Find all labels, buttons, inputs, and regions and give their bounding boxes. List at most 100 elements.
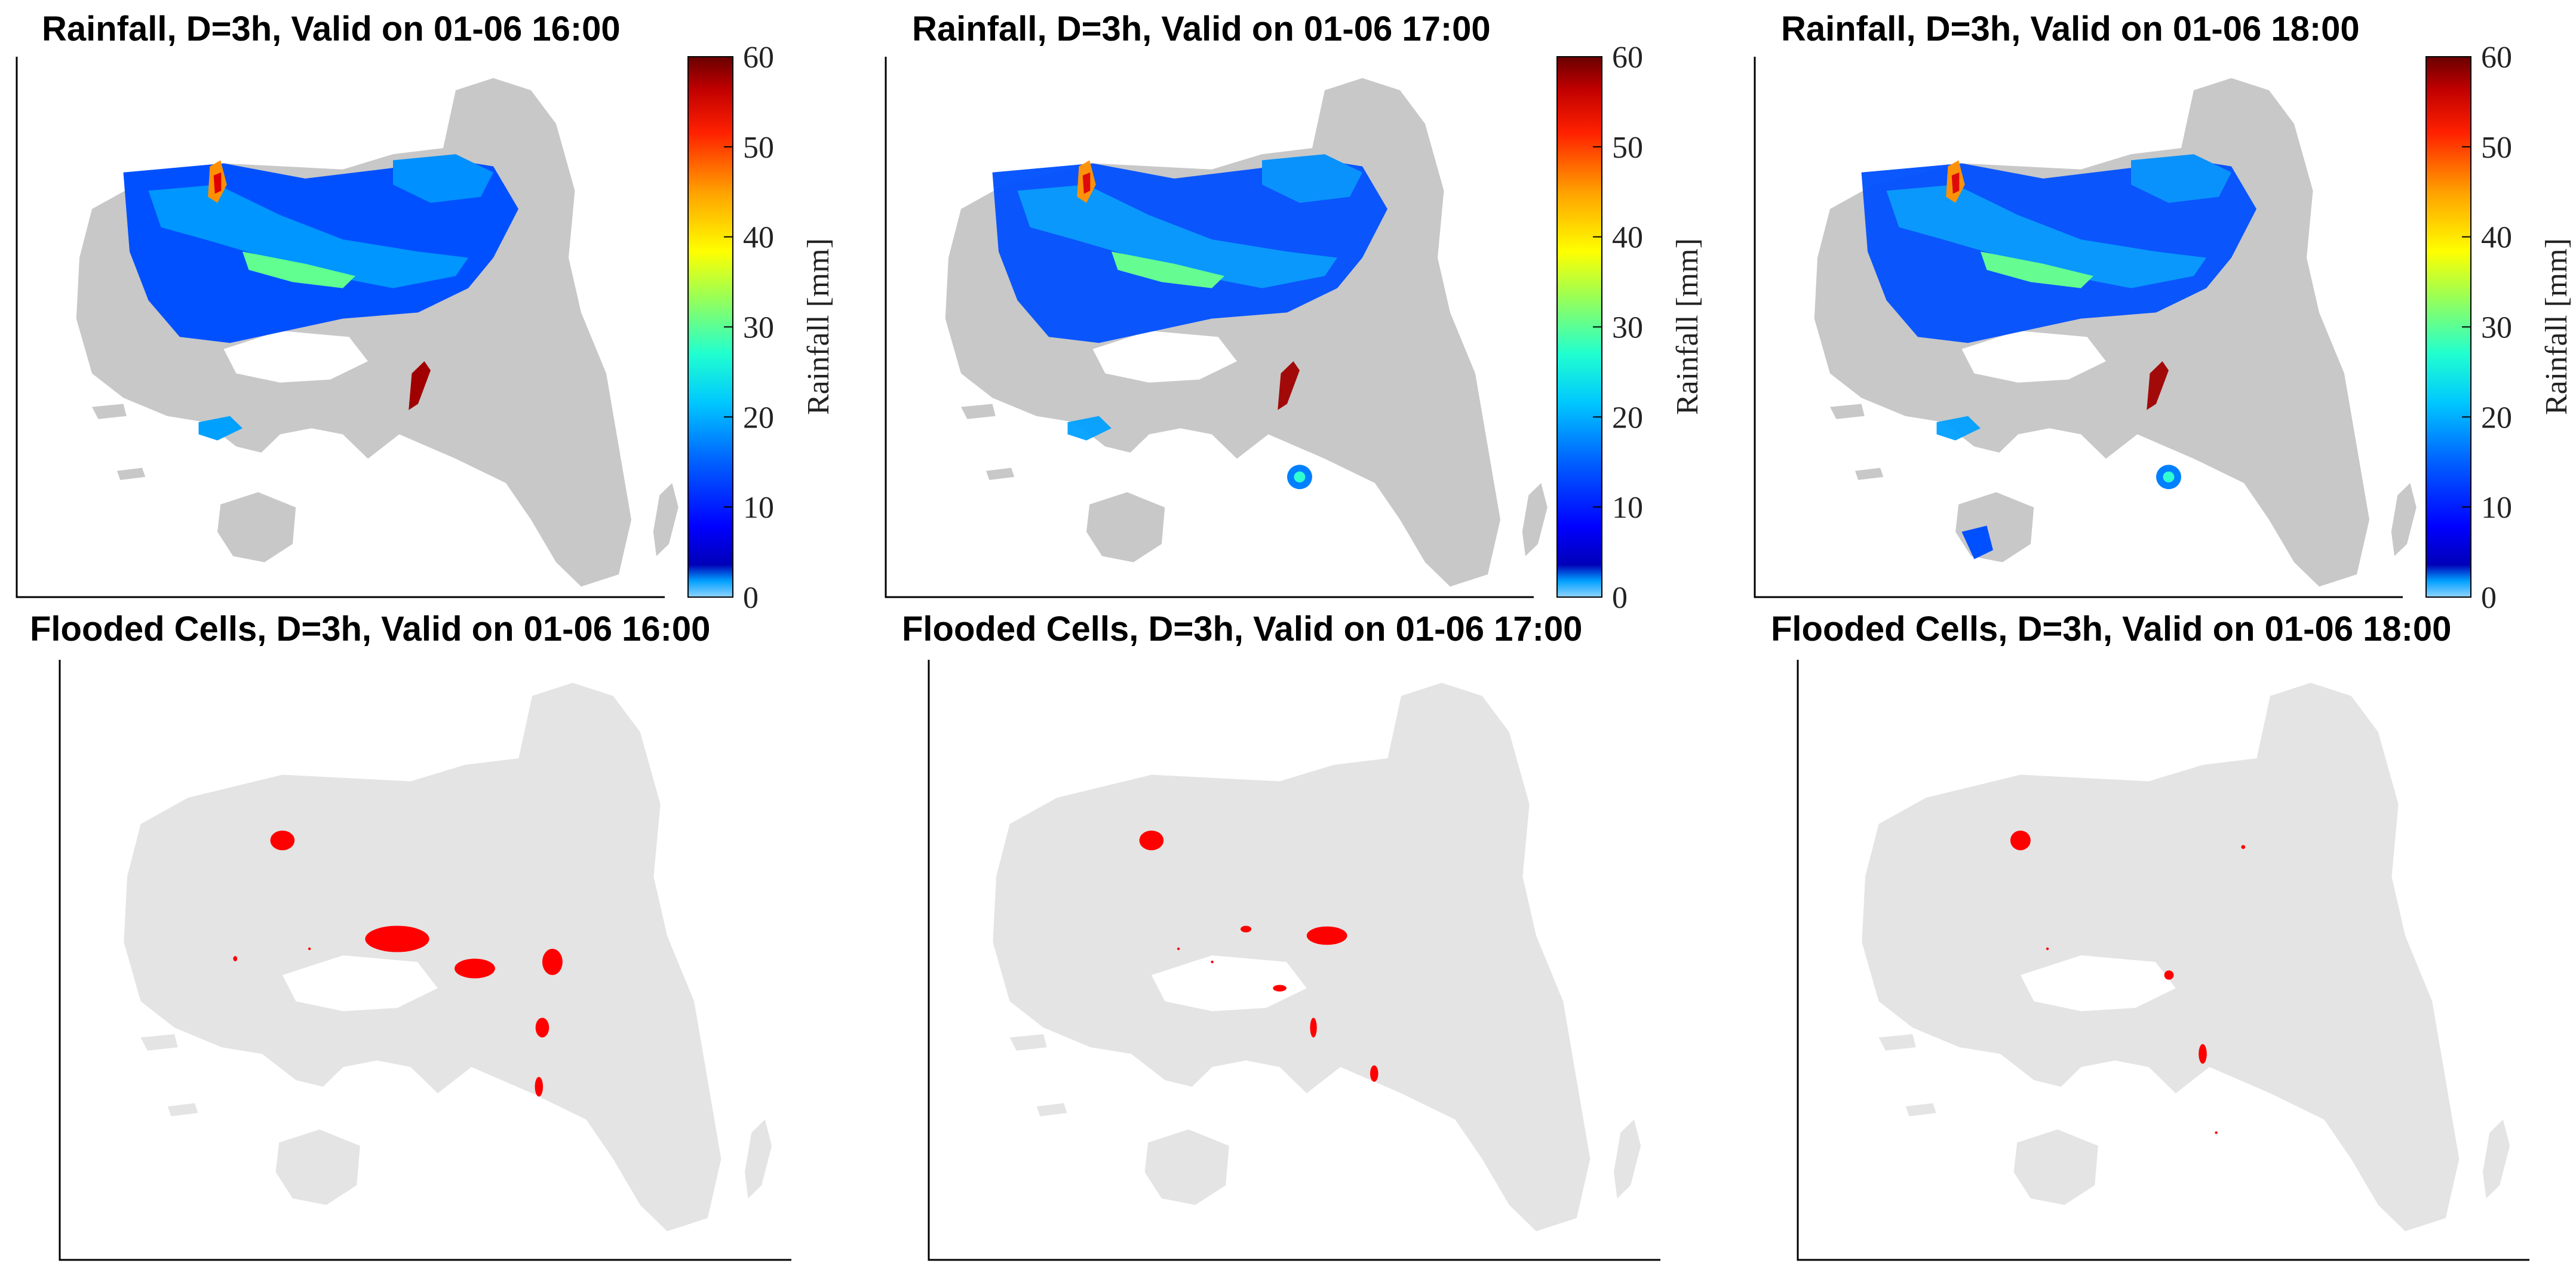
colorbar-label: Rainfall [mm] — [1671, 238, 1705, 415]
colorbar-tick-label: 0 — [1612, 581, 1628, 615]
colorbar-tick-label: 0 — [743, 581, 759, 615]
land-area — [124, 682, 721, 1231]
map-axes — [1797, 660, 2529, 1261]
colorbar-tick-label: 50 — [743, 131, 774, 165]
rainfall-panel-title: Rainfall, D=3h, Valid on 01-06 18:00 — [1781, 10, 2360, 48]
flooded-cell — [1139, 831, 1164, 850]
land-area — [2482, 1120, 2510, 1198]
rainfall-panel-3: Rainfall, D=3h, Valid on 01-06 18:00 0 10 2… — [1754, 10, 2574, 615]
flooded-cell — [535, 1077, 544, 1097]
colorbar: 0 10 20 30 40 50 60 Rainfall [mm] — [687, 41, 836, 615]
flood-map — [124, 682, 772, 1231]
land-area — [653, 483, 678, 556]
flooded-cell — [535, 1017, 549, 1038]
flooded-cell — [365, 926, 429, 952]
flood-panel-title: Flooded Cells, D=3h, Valid on 01-06 17:0… — [902, 610, 1582, 648]
land-area — [2013, 1129, 2098, 1205]
flooded-cell — [2046, 947, 2049, 951]
land-area — [76, 78, 631, 587]
land-area — [275, 1129, 360, 1205]
land-area — [1613, 1120, 1641, 1198]
flooded-cell — [1211, 960, 1214, 964]
rainfall-panel-1: Rainfall, D=3h, Valid on 01-06 16:00 0 10 2… — [16, 10, 836, 615]
colorbar-tick-label: 20 — [1612, 401, 1643, 435]
land-area — [92, 404, 127, 419]
flood-panel-1: Flooded Cells, D=3h, Valid on 01-06 16:0… — [30, 610, 791, 1261]
flood-map — [1862, 682, 2510, 1231]
land-area — [1814, 78, 2369, 587]
colorbar-tick-label: 60 — [2481, 41, 2512, 75]
flooded-cell — [308, 947, 311, 951]
land-area — [1862, 682, 2460, 1231]
flood-panel-title: Flooded Cells, D=3h, Valid on 01-06 16:0… — [30, 610, 710, 648]
flooded-cell — [455, 958, 495, 979]
land-area — [744, 1120, 772, 1198]
flooded-cell — [2241, 845, 2246, 849]
map-axes — [16, 57, 665, 598]
rainfall-panel-title: Rainfall, D=3h, Valid on 01-06 17:00 — [912, 10, 1491, 48]
rain-cell-core — [2163, 471, 2175, 482]
colorbar: 0 10 20 30 40 50 60 Rainfall [mm] — [2425, 41, 2574, 615]
land-area — [1522, 483, 1548, 556]
land-area — [1009, 1034, 1047, 1051]
flooded-cell — [2199, 1044, 2207, 1064]
flooded-cell — [1306, 926, 1347, 945]
colorbar-tick-label: 10 — [1612, 491, 1643, 525]
rainfall-panel-title: Rainfall, D=3h, Valid on 01-06 16:00 — [42, 10, 621, 48]
colorbar-label: Rainfall [mm] — [2540, 238, 2574, 415]
colorbar-tick-label: 30 — [2481, 311, 2512, 345]
colorbar: 0 10 20 30 40 50 60 Rainfall [mm] — [1556, 41, 1705, 615]
map-axes — [885, 57, 1534, 598]
flood-map — [993, 682, 1641, 1231]
rainfall-map — [945, 78, 1548, 587]
land-area — [1878, 1034, 1916, 1051]
colorbar-tick-label: 10 — [743, 491, 774, 525]
land-area — [217, 492, 296, 562]
rain-island-cell — [1961, 525, 1993, 559]
map-axes — [59, 660, 791, 1261]
rainfall-panel-2: Rainfall, D=3h, Valid on 01-06 17:00 0 10 2… — [885, 10, 1705, 615]
rainfall-map — [1814, 78, 2417, 587]
colorbar-tick-label: 50 — [2481, 131, 2512, 165]
land-area — [167, 1103, 198, 1117]
land-area — [993, 682, 1591, 1231]
map-axes — [928, 660, 1660, 1261]
colorbar-label: Rainfall [mm] — [802, 238, 836, 415]
flood-panel-2: Flooded Cells, D=3h, Valid on 01-06 17:0… — [902, 610, 1660, 1261]
land-area — [1955, 492, 2034, 562]
colorbar-tick-label: 30 — [743, 311, 774, 345]
map-axes — [1754, 57, 2403, 598]
flooded-cell — [1370, 1065, 1378, 1082]
colorbar-tick-label: 50 — [1612, 131, 1643, 165]
colorbar-tick-label: 20 — [743, 401, 774, 435]
colorbar-tick-label: 40 — [743, 221, 774, 255]
land-area — [2391, 483, 2417, 556]
land-area — [1144, 1129, 1229, 1205]
flooded-cell — [2164, 970, 2174, 980]
flooded-cell — [1177, 947, 1180, 951]
land-area — [117, 468, 146, 480]
rainfall-map — [76, 78, 678, 587]
colorbar-tick-label: 0 — [2481, 581, 2497, 615]
flooded-cell — [2010, 831, 2031, 850]
flood-panel-3: Flooded Cells, D=3h, Valid on 01-06 18:0… — [1771, 610, 2529, 1261]
land-area — [961, 404, 996, 419]
flooded-cell — [1273, 985, 1287, 992]
rain-cell-core — [1294, 471, 1306, 482]
flooded-cell — [1241, 926, 1252, 933]
colorbar-tick-label: 40 — [2481, 221, 2512, 255]
land-area — [986, 468, 1015, 480]
flooded-cell — [1310, 1017, 1317, 1038]
flood-panel-title: Flooded Cells, D=3h, Valid on 01-06 18:0… — [1771, 610, 2451, 648]
land-area — [1086, 492, 1165, 562]
land-area — [1905, 1103, 1936, 1117]
colorbar-tick-label: 30 — [1612, 311, 1643, 345]
colorbar-tick-label: 60 — [1612, 41, 1643, 75]
land-area — [945, 78, 1500, 587]
land-area — [1830, 404, 1865, 419]
flooded-cell — [542, 949, 563, 975]
colorbar-tick-label: 20 — [2481, 401, 2512, 435]
flooded-cell — [270, 831, 295, 850]
land-area — [140, 1034, 178, 1051]
